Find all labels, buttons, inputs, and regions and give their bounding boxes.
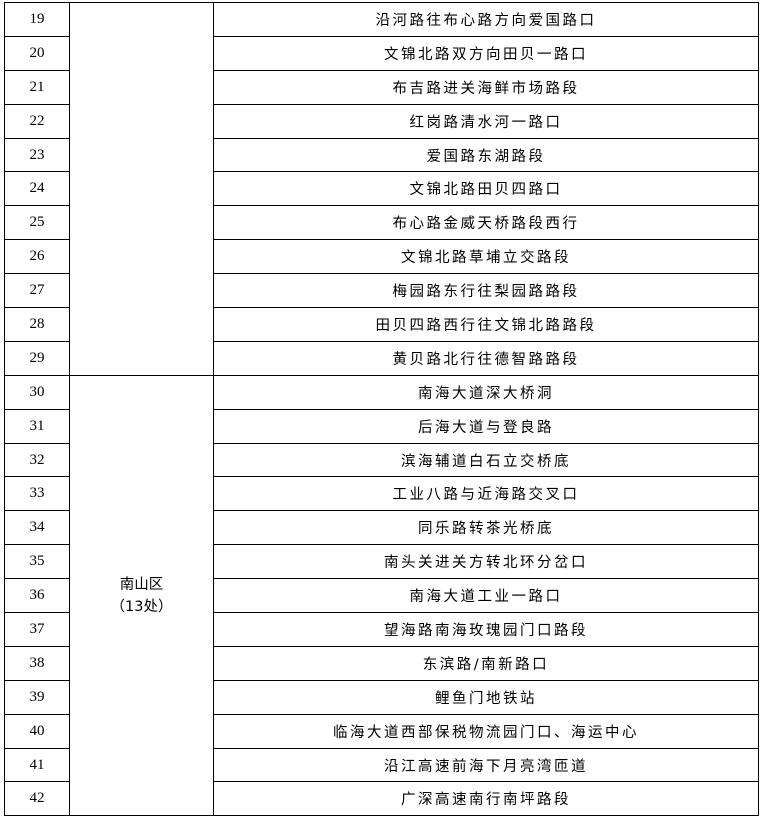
row-number: 25 (4, 205, 70, 241)
location-cell: 广深高速南行南坪路段 (213, 781, 759, 817)
table-row: 36 南海大道工业一路口 (4, 578, 759, 614)
location-cell: 南海大道深大桥洞 (213, 374, 759, 410)
table-row: 19 沿河路往布心路方向爱国路口 (4, 2, 759, 376)
district-count: （13处） (110, 598, 173, 615)
location-cell: 沿河路往布心路方向爱国路口 (213, 2, 759, 37)
row-number: 38 (4, 645, 70, 681)
table-row: 28 田贝四路西行往文锦北路路段 (4, 307, 759, 342)
table-row: 34 同乐路转茶光桥底 (4, 510, 759, 546)
row-number: 42 (4, 781, 70, 817)
location-cell: 红岗路清水河一路口 (213, 103, 759, 139)
table-row: 42 广深高速南行南坪路段 (4, 781, 759, 817)
row-number: 35 (4, 544, 70, 580)
location-cell: 望海路南海玫瑰园门口路段 (213, 612, 759, 647)
table-row: 26 文锦北路草埔立交路段 (4, 239, 759, 275)
row-number: 36 (4, 578, 70, 614)
location-cell: 沿江高速前海下月亮湾匝道 (213, 747, 759, 783)
location-cell: 工业八路与近海路交叉口 (213, 476, 759, 512)
row-number: 39 (4, 679, 70, 715)
location-cell: 布吉路进关海鲜市场路段 (213, 69, 759, 105)
row-number: 27 (4, 273, 70, 309)
location-cell: 滨海辅道白石立交桥底 (213, 442, 759, 478)
row-number: 32 (4, 442, 70, 478)
row-number: 26 (4, 239, 70, 275)
table-row: 29 黄贝路北行往德智路路段 (4, 340, 759, 376)
table-row: 33 工业八路与近海路交叉口 (4, 476, 759, 512)
row-number: 33 (4, 476, 70, 512)
table-row: 25 布心路金威天桥路段西行 (4, 205, 759, 241)
table-body: 19 沿河路往布心路方向爱国路口 20 文锦北路双方向田贝一路口 21 布吉路进关海鲜市场… (4, 2, 759, 817)
district-name: 南山区 (119, 576, 164, 593)
location-cell: 黄贝路北行往德智路路段 (213, 340, 759, 376)
location-cell: 布心路金威天桥路段西行 (213, 205, 759, 241)
table-row: 24 文锦北路田贝四路口 (4, 171, 759, 207)
row-number: 29 (4, 340, 70, 376)
row-number: 28 (4, 307, 70, 342)
location-cell: 鲤鱼门地铁站 (213, 679, 759, 715)
location-cell: 田贝四路西行往文锦北路路段 (213, 307, 759, 342)
table-row: 20 文锦北路双方向田贝一路口 (4, 35, 759, 71)
table-row: 27 梅园路东行往梨园路路段 (4, 273, 759, 309)
location-cell: 东滨路/南新路口 (213, 645, 759, 681)
row-number: 24 (4, 171, 70, 207)
row-number: 41 (4, 747, 70, 783)
location-cell: 文锦北路田贝四路口 (213, 171, 759, 207)
row-number: 22 (4, 103, 70, 139)
location-cell: 文锦北路双方向田贝一路口 (213, 35, 759, 71)
table-row: 30 南山区 （13处） 南海大道深大桥洞 (4, 374, 759, 817)
location-cell: 临海大道西部保税物流园门口、海运中心 (213, 713, 759, 749)
location-cell: 南头关进关方转北环分岔口 (213, 544, 759, 580)
row-number: 20 (4, 35, 70, 71)
row-number: 34 (4, 510, 70, 546)
table-row: 35 南头关进关方转北环分岔口 (4, 544, 759, 580)
location-cell: 文锦北路草埔立交路段 (213, 239, 759, 275)
row-number: 19 (4, 2, 70, 37)
district-cell: 南山区 （13处） (69, 374, 214, 817)
table-row: 39 鲤鱼门地铁站 (4, 679, 759, 715)
location-cell: 同乐路转茶光桥底 (213, 510, 759, 546)
location-table: 19 沿河路往布心路方向爱国路口 20 文锦北路双方向田贝一路口 21 布吉路进关海鲜市场… (4, 2, 759, 817)
table-row: 32 滨海辅道白石立交桥底 (4, 442, 759, 478)
row-number: 31 (4, 408, 70, 444)
location-cell: 南海大道工业一路口 (213, 578, 759, 614)
table-row: 23 爱国路东湖路段 (4, 137, 759, 173)
table-row: 31 后海大道与登良路 (4, 408, 759, 444)
district-cell (69, 2, 214, 376)
location-cell: 梅园路东行往梨园路路段 (213, 273, 759, 309)
row-number: 23 (4, 137, 70, 173)
table-row: 22 红岗路清水河一路口 (4, 103, 759, 139)
location-cell: 后海大道与登良路 (213, 408, 759, 444)
row-number: 40 (4, 713, 70, 749)
row-number: 30 (4, 374, 70, 410)
table-row: 21 布吉路进关海鲜市场路段 (4, 69, 759, 105)
row-number: 21 (4, 69, 70, 105)
table-row: 40 临海大道西部保税物流园门口、海运中心 (4, 713, 759, 749)
location-cell: 爱国路东湖路段 (213, 137, 759, 173)
row-number: 37 (4, 612, 70, 647)
